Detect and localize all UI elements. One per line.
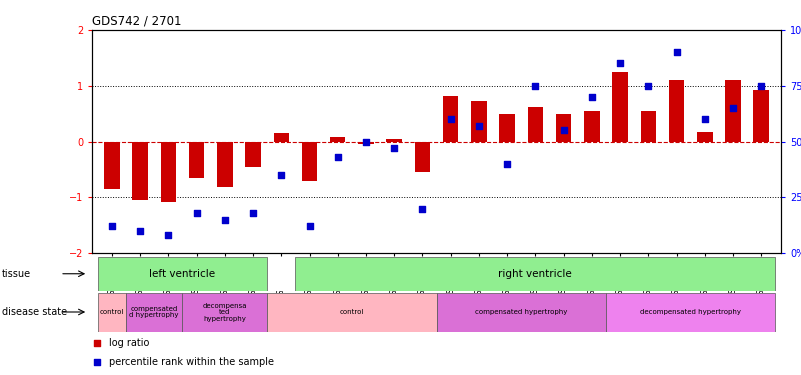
Point [670, 50, 683, 55]
Point [134, 228, 147, 234]
Text: decompensa
ted
hypertrophy: decompensa ted hypertrophy [203, 303, 247, 322]
Bar [725, 80, 741, 142]
Bar [612, 72, 628, 142]
Bar [296, 257, 775, 291]
Point [219, 217, 231, 223]
Text: control: control [99, 309, 124, 315]
Bar [437, 292, 606, 332]
Text: disease state: disease state [2, 307, 66, 317]
Text: tissue: tissue [2, 269, 30, 279]
Point [642, 83, 654, 89]
Bar [273, 133, 289, 142]
Point [501, 161, 513, 167]
Text: control: control [340, 309, 364, 315]
Text: log ratio: log ratio [109, 338, 150, 348]
Text: compensated hypertrophy: compensated hypertrophy [475, 309, 567, 315]
Bar [358, 142, 374, 144]
Text: percentile rank within the sample: percentile rank within the sample [109, 357, 274, 367]
Bar [606, 292, 775, 332]
Bar [183, 292, 268, 332]
Bar [415, 142, 430, 172]
Point [275, 172, 288, 178]
Point [529, 83, 541, 89]
Point [755, 83, 767, 89]
Bar [245, 142, 261, 166]
Point [247, 210, 260, 216]
Point [91, 359, 103, 365]
Bar [499, 114, 515, 142]
Bar [98, 292, 126, 332]
Bar [268, 292, 437, 332]
Point [698, 116, 711, 122]
Bar [126, 292, 183, 332]
Text: GDS742 / 2701: GDS742 / 2701 [92, 15, 182, 27]
Point [473, 123, 485, 129]
Text: decompensated hypertrophy: decompensated hypertrophy [640, 309, 741, 315]
Point [416, 206, 429, 212]
Bar [697, 132, 713, 142]
Bar [330, 137, 345, 142]
Point [106, 224, 119, 230]
Bar [641, 111, 656, 142]
Point [445, 116, 457, 122]
Point [360, 139, 372, 145]
Bar [104, 142, 119, 189]
Bar [669, 80, 684, 142]
Point [303, 224, 316, 230]
Bar [189, 142, 204, 178]
Text: left ventricle: left ventricle [150, 269, 215, 279]
Point [727, 105, 739, 111]
Bar [302, 142, 317, 181]
Point [190, 210, 203, 216]
Text: compensated
d hypertrophy: compensated d hypertrophy [130, 306, 179, 318]
Bar [584, 111, 600, 142]
Point [162, 232, 175, 238]
Bar [132, 142, 148, 200]
Bar [528, 107, 543, 142]
Point [557, 128, 570, 134]
Point [332, 154, 344, 160]
Bar [160, 142, 176, 202]
Point [91, 340, 103, 346]
Point [586, 94, 598, 100]
Bar [556, 114, 571, 142]
Point [388, 145, 400, 151]
Text: right ventricle: right ventricle [498, 269, 572, 279]
Bar [217, 142, 232, 187]
Bar [443, 96, 458, 142]
Bar [471, 101, 487, 142]
Bar [386, 139, 402, 142]
Bar [754, 90, 769, 142]
Point [614, 60, 626, 66]
Bar [98, 257, 268, 291]
